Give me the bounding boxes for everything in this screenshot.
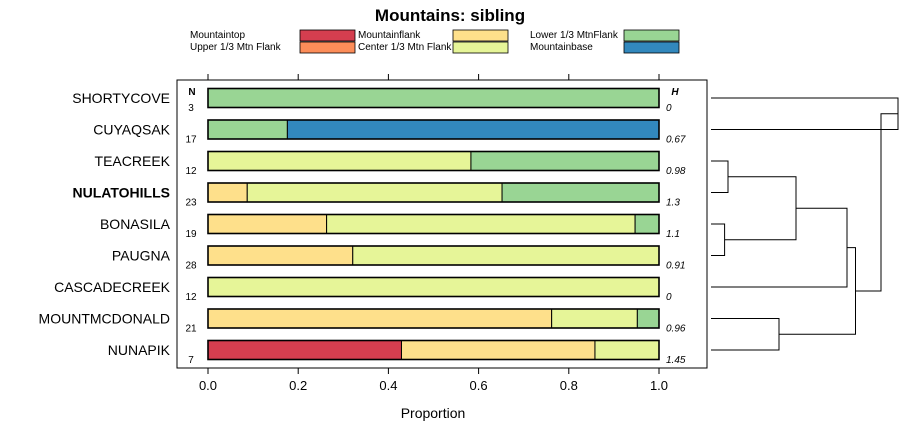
- h-value-bonasila: 1.1: [666, 229, 680, 240]
- x-tick-label-0-4: 0.4: [379, 378, 397, 393]
- dendrogram-branch-6: [711, 97, 899, 130]
- dendrogram-branch-2: [724, 176, 797, 241]
- h-value-mountmcdonald: 0.96: [666, 324, 686, 335]
- bar-segment-bonasila-lower-1-3-mtnflank: [634, 214, 660, 234]
- x-axis: 0.0 0.2 0.4 0.6 0.8 1.0: [199, 74, 668, 393]
- n-value-cascadecreek: 12: [185, 292, 197, 303]
- row-label-nunapik: NUNAPIK: [108, 342, 171, 358]
- bar-segment-mountmcdonald-lower-1-3-mtnflank: [636, 308, 660, 329]
- bar-outline-nulatohills: [207, 182, 660, 203]
- dendrogram-branch-0: [711, 160, 729, 193]
- bar-outline-paugna: [207, 245, 660, 266]
- n-value-paugna: 28: [185, 261, 197, 272]
- x-tick-label-0-2: 0.2: [289, 378, 307, 393]
- h-value-nulatohills: 1.3: [666, 198, 680, 209]
- h-value-cascadecreek: 0: [666, 292, 672, 303]
- bars-group: SHORTYCOVE 3 0 CUYAQSAK 17 0.67 TEACREEK 12 0.98…: [39, 87, 686, 366]
- row-label-mountmcdonald: MOUNTMCDONALD: [39, 311, 170, 327]
- dendrogram-branch-4: [711, 207, 848, 288]
- bar-outline-cuyaqsak: [207, 119, 660, 140]
- bar-outline-nunapik: [207, 339, 660, 361]
- bar-segment-teacreek-lower-1-3-mtnflank: [470, 151, 660, 171]
- bar-segment-nulatohills-center-1-3-mtn-flank: [246, 182, 503, 203]
- row-label-nulatohills: NULATOHILLS: [73, 185, 170, 201]
- row-label-teacreek: TEACREEK: [95, 153, 171, 169]
- legend-swatch-center-1-3-mtn-flank: [452, 41, 509, 54]
- legend-label-mountainbase: Mountainbase: [530, 42, 593, 53]
- legend-swatch-lower-1-3-mtnflank: [623, 29, 680, 42]
- bar-segment-shortycove-lower-1-3-mtnflank: [207, 88, 660, 108]
- bar-segment-paugna-center-1-3-mtn-flank: [352, 245, 660, 266]
- h-value-nunapik: 1.45: [666, 355, 686, 366]
- dendrogram-branch-1: [711, 223, 726, 256]
- bar-segment-mountmcdonald-center-1-3-mtn-flank: [551, 308, 638, 329]
- bar-outline-mountmcdonald: [207, 308, 660, 329]
- bar-segment-cascadecreek-center-1-3-mtn-flank: [207, 277, 660, 297]
- bar-segment-bonasila-mountainflank: [207, 214, 328, 234]
- n-value-shortycove: 3: [188, 103, 194, 114]
- dendrogram-branch-7: [855, 113, 898, 292]
- n-value-nunapik: 7: [188, 355, 194, 366]
- legend-label-mountainflank: Mountainflank: [358, 30, 421, 41]
- bar-segment-teacreek-center-1-3-mtn-flank: [207, 151, 472, 171]
- bar-outline-teacreek: [207, 150, 660, 172]
- bar-outline-shortycove: [207, 87, 660, 109]
- n-header: N: [188, 87, 195, 98]
- bar-segment-nunapik-center-1-3-mtn-flank: [594, 340, 660, 360]
- x-tick-label-1-0: 1.0: [650, 378, 668, 393]
- bar-segment-nunapik-mountainflank: [400, 340, 596, 360]
- legend-label-upper-1-3-mtn-flank: Upper 1/3 Mtn Flank: [190, 42, 282, 53]
- h-value-teacreek: 0.98: [666, 166, 686, 177]
- x-tick-label-0-0: 0.0: [199, 378, 217, 393]
- h-value-cuyaqsak: 0.67: [666, 135, 686, 146]
- bar-segment-nulatohills-lower-1-3-mtnflank: [501, 182, 660, 203]
- legend-label-lower-1-3-mtnflank: Lower 1/3 MtnFlank: [530, 30, 619, 41]
- row-label-paugna: PAUGNA: [112, 248, 171, 264]
- n-value-nulatohills: 23: [185, 198, 197, 209]
- bar-segment-cuyaqsak-mountainbase: [286, 119, 660, 140]
- legend-label-center-1-3-mtn-flank: Center 1/3 Mtn Flank: [358, 42, 452, 53]
- row-label-cascadecreek: CASCADECREEK: [54, 279, 171, 295]
- bar-outline-cascadecreek: [207, 276, 660, 298]
- bar-segment-paugna-mountainflank: [207, 245, 354, 266]
- plot-frame: [176, 79, 708, 369]
- dendrogram-branch-3: [711, 318, 780, 351]
- legend-swatch-upper-1-3-mtn-flank: [299, 41, 356, 54]
- x-tick-label-0-6: 0.6: [470, 378, 488, 393]
- h-header: H: [671, 87, 679, 98]
- legend-swatch-mountaintop: [299, 29, 356, 42]
- legend-swatch-mountainflank: [452, 29, 509, 42]
- bar-segment-nulatohills-mountainflank: [207, 182, 248, 203]
- h-value-paugna: 0.91: [666, 261, 685, 272]
- dendrogram-branch-5: [779, 247, 856, 335]
- n-value-bonasila: 19: [185, 229, 197, 240]
- x-axis-label: Proportion: [401, 405, 466, 421]
- dendrogram: [711, 97, 899, 351]
- row-label-bonasila: BONASILA: [100, 216, 171, 232]
- bar-segment-nunapik-mountaintop: [207, 340, 402, 360]
- n-value-teacreek: 12: [185, 166, 197, 177]
- h-value-shortycove: 0: [666, 103, 672, 114]
- legend-label-mountaintop: Mountaintop: [190, 30, 245, 41]
- chart-title: Mountains: sibling: [375, 6, 525, 25]
- row-label-cuyaqsak: CUYAQSAK: [93, 122, 170, 138]
- n-value-cuyaqsak: 17: [185, 135, 197, 146]
- bar-segment-bonasila-center-1-3-mtn-flank: [326, 214, 636, 234]
- legend-swatch-mountainbase: [623, 41, 680, 54]
- n-value-mountmcdonald: 21: [185, 324, 197, 335]
- bar-segment-mountmcdonald-mountainflank: [207, 308, 553, 329]
- bar-segment-cuyaqsak-lower-1-3-mtnflank: [207, 119, 288, 140]
- row-label-shortycove: SHORTYCOVE: [72, 90, 170, 106]
- bar-outline-bonasila: [207, 213, 660, 235]
- x-tick-label-0-8: 0.8: [560, 378, 578, 393]
